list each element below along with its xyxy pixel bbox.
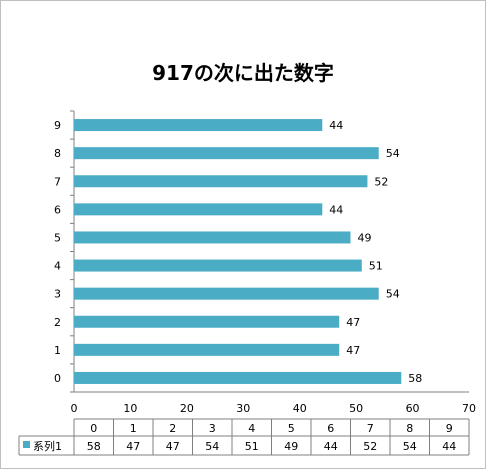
table-header-8: 8 — [406, 422, 413, 435]
y-tick-label-5: 5 — [54, 231, 61, 244]
bar-3 — [74, 287, 379, 300]
table-cell-5: 49 — [284, 440, 298, 453]
table-cell-3: 54 — [205, 440, 219, 453]
data-label-2: 47 — [346, 316, 360, 329]
x-tick-label-20: 20 — [180, 402, 194, 415]
table-header-9: 9 — [446, 422, 453, 435]
x-tick-label-30: 30 — [236, 402, 250, 415]
bar-8 — [74, 147, 379, 160]
table-cell-4: 51 — [245, 440, 259, 453]
legend-key — [23, 441, 30, 448]
bar-2 — [74, 315, 340, 328]
bar-4 — [74, 259, 362, 272]
x-tick-label-40: 40 — [293, 402, 307, 415]
y-tick-label-4: 4 — [54, 260, 61, 273]
table-cell-7: 52 — [363, 440, 377, 453]
table-cell-8: 54 — [403, 440, 417, 453]
y-tick-label-1: 1 — [54, 344, 61, 357]
table-cell-1: 47 — [126, 440, 140, 453]
table-header-5: 5 — [288, 422, 295, 435]
data-label-8: 54 — [386, 147, 400, 160]
y-tick-label-3: 3 — [54, 288, 61, 301]
table-header-7: 7 — [367, 422, 374, 435]
data-label-9: 44 — [329, 119, 343, 132]
data-label-7: 52 — [374, 175, 388, 188]
chart-title: 917の次に出た数字 — [152, 61, 334, 85]
bar-0 — [74, 371, 402, 384]
table-header-0: 0 — [90, 422, 97, 435]
table-cell-9: 44 — [442, 440, 456, 453]
table-cell-0: 58 — [87, 440, 101, 453]
table-header-1: 1 — [130, 422, 137, 435]
y-tick-label-9: 9 — [54, 119, 61, 132]
bar-5 — [74, 231, 351, 244]
data-label-5: 49 — [358, 231, 372, 244]
bar-6 — [74, 203, 323, 216]
bar-9 — [74, 119, 323, 132]
table-header-3: 3 — [209, 422, 216, 435]
x-tick-label-60: 60 — [406, 402, 420, 415]
y-tick-label-0: 0 — [54, 372, 61, 385]
y-tick-label-8: 8 — [54, 147, 61, 160]
table-cell-6: 44 — [324, 440, 338, 453]
x-tick-label-0: 0 — [71, 402, 78, 415]
data-label-1: 47 — [346, 344, 360, 357]
bar-7 — [74, 175, 368, 188]
table-header-6: 6 — [327, 422, 334, 435]
data-label-4: 51 — [369, 260, 383, 273]
x-tick-label-50: 50 — [349, 402, 363, 415]
y-tick-label-2: 2 — [54, 316, 61, 329]
table-header-4: 4 — [248, 422, 255, 435]
data-label-0: 58 — [408, 372, 422, 385]
data-label-6: 44 — [329, 203, 343, 216]
table-cell-2: 47 — [166, 440, 180, 453]
table-header-2: 2 — [169, 422, 176, 435]
y-tick-label-7: 7 — [54, 175, 61, 188]
x-tick-label-70: 70 — [462, 402, 476, 415]
bar-1 — [74, 343, 340, 356]
series-name: 系列1 — [33, 439, 62, 453]
x-tick-label-10: 10 — [123, 402, 137, 415]
y-tick-label-6: 6 — [54, 203, 61, 216]
data-label-3: 54 — [386, 288, 400, 301]
